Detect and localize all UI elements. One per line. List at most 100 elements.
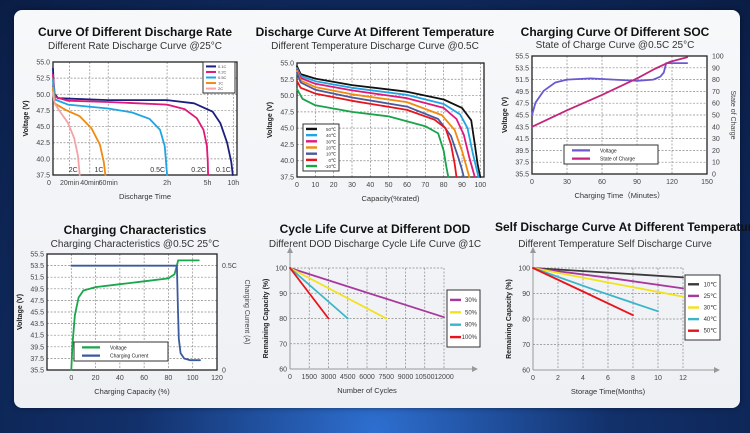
x-tick-label: 20min [60, 180, 79, 187]
curve-label: 2C [69, 167, 78, 174]
y-tick-label: 47.5 [30, 298, 44, 305]
y2-tick-label: 100 [712, 54, 724, 61]
x-axis-label: Number of Cycles [337, 386, 397, 395]
series-line-30℃ [532, 267, 684, 298]
legend: 10℃ 25℃ 30℃ 40℃ 50℃ [684, 274, 721, 341]
y-tick-label: 39.5 [515, 148, 529, 155]
x-tick-label: 5h [204, 180, 212, 187]
x-tick-label: 10500 [415, 374, 435, 381]
plot-area: 0 2 4 6 8 10 12 60 70 80 90 100 Storage Time(Months)… [506, 247, 721, 396]
x-axis-label: Charging Time（Minutes） [574, 191, 664, 200]
plot-area: 0 1500 3000 4500 6000 7500 9000 10500 12000 60 70 8… [263, 247, 481, 395]
y-tick-label: 37.5 [280, 175, 294, 182]
y-tick-label: 70 [279, 341, 287, 348]
y-tick-label: 51.5 [515, 77, 529, 84]
legend-label: 0.1C [218, 64, 227, 69]
y-tick-label: 42.5 [36, 140, 50, 147]
chart-subtitle: State of Charge Curve @0.5C 25°C [535, 40, 695, 51]
chart-svg: 0 30 60 90 120 150 35.5 37.5 39.5 41.5 43.5 45.5 47.… [502, 54, 736, 201]
y2-tick-label: 0 [222, 368, 226, 375]
y2-tick-label: 90 [712, 65, 720, 72]
y2-tick-label: 60 [712, 101, 720, 108]
x-tick-label: 9000 [398, 374, 414, 381]
y-tick-label: 43.5 [30, 321, 44, 328]
y-tick-label: 80 [522, 317, 530, 324]
x-tick-label: 12 [679, 375, 687, 382]
x-axis-arrow-icon [714, 367, 720, 373]
series-line-Charging Current [70, 264, 201, 362]
legend-label: 40℃ [326, 133, 337, 138]
legend-label: Voltage [600, 148, 617, 154]
y-axis-label: Voltage (V) [502, 97, 509, 133]
y-tick-label: 45.5 [515, 113, 529, 120]
chart-svg: 0 10 20 30 40 50 60 70 80 90 100 37.5 40.0 42.5 45.0 47… [267, 61, 486, 204]
y2-tick-label: 70 [712, 89, 720, 96]
x-tick-label: 120 [666, 179, 678, 186]
y-tick-label: 70 [522, 342, 530, 349]
x-tick-label: 6 [606, 375, 610, 382]
x-tick-label: 10 [654, 375, 662, 382]
y-tick-label: 40.0 [280, 158, 294, 165]
x-tick-label: 90 [633, 179, 641, 186]
chart-subtitle: Charging Characteristics @0.5C 25°C [50, 239, 220, 250]
y-tick-label: 40.0 [36, 156, 50, 163]
chart-svg: 0 2 4 6 8 10 12 60 70 80 90 100 Storage Time(Months)… [506, 247, 721, 396]
chart-subtitle: Different Rate Discharge Curve @25°C [47, 41, 223, 52]
chart-title: Charging Curve Of Different SOC [520, 25, 710, 39]
legend-label: 30% [465, 298, 478, 304]
y-tick-label: 60 [522, 368, 530, 375]
chart-title: Self Discharge Curve At Different Temper… [495, 220, 750, 234]
x-tick-label: 40 [116, 375, 124, 382]
x-tick-label: 100 [474, 182, 486, 189]
x-tick-label: 0 [295, 182, 299, 189]
x-tick-label: 12000 [434, 374, 454, 381]
series-line--10℃ [296, 88, 450, 178]
y-tick-label: 80 [279, 316, 287, 323]
legend-label: 30℃ [326, 139, 337, 144]
chart-subtitle: Different DOD Discharge Cycle Life Curve… [268, 239, 482, 250]
y2-tick-label: 10 [712, 160, 720, 167]
y-axis-arrow-icon [530, 247, 536, 253]
x-tick-label: 4 [581, 375, 585, 382]
chart-charging-characteristics: Charging Characteristics Charging Charac… [15, 215, 255, 405]
y2-axis-label: State of Charge [729, 90, 736, 139]
y-tick-label: 100 [518, 266, 530, 273]
legend: Voltage State of Charge [563, 144, 659, 165]
curve-label: 0.5C [150, 167, 165, 174]
chart-svg: 0 20 40 60 80 100 120 35.5 37.5 39.5 41.5 43.5 45.5 4… [17, 252, 250, 397]
y-tick-label: 51.5 [30, 275, 44, 282]
y-axis-label: Voltage (V) [23, 100, 30, 136]
x-tick-label: 80 [440, 182, 448, 189]
legend: Voltage Charging Current [73, 341, 169, 362]
plot-area: 0 20min 40min 60min 2h 5h 10h 37.5 40.0 42.5 45.0 4… [23, 60, 239, 202]
series-line-0℃ [296, 80, 458, 178]
y-axis-label: Remaining Capacity (%) [263, 279, 270, 359]
y2-tick-label: 50 [712, 113, 720, 120]
x-tick-label: 90 [458, 182, 466, 189]
series-line-20℃ [296, 69, 471, 178]
x-tick-label: 3000 [321, 374, 337, 381]
y-tick-label: 50.0 [280, 93, 294, 100]
y-tick-label: 35.5 [30, 368, 44, 375]
y-tick-label: 39.5 [30, 344, 44, 351]
plot-frame [296, 62, 485, 178]
y2-tick-label: 30 [712, 136, 720, 143]
x-tick-label: 6000 [359, 374, 375, 381]
chart-discharge-temperature: Discharge Curve At Different Temperature… [255, 20, 495, 210]
chart-title: Charging Characteristics [63, 223, 207, 237]
x-axis-label: Capacity(%rated) [362, 194, 420, 203]
legend-label: State of Charge [600, 157, 635, 163]
legend-label: 50℃ [704, 329, 718, 335]
legend-label: -10℃ [324, 164, 337, 169]
legend-label: 20℃ [326, 146, 337, 151]
y-tick-label: 55.0 [280, 61, 294, 68]
y-tick-label: 35.5 [515, 172, 529, 179]
series-line-Voltage [531, 62, 689, 116]
y2-tick-label: 20 [712, 148, 720, 155]
y-tick-label: 55.5 [30, 252, 44, 259]
x-tick-label: 8 [631, 375, 635, 382]
legend-label: 40℃ [704, 317, 718, 323]
x-tick-label: 2h [163, 180, 171, 187]
y-tick-label: 42.5 [280, 142, 294, 149]
series-line-25℃ [532, 267, 684, 290]
